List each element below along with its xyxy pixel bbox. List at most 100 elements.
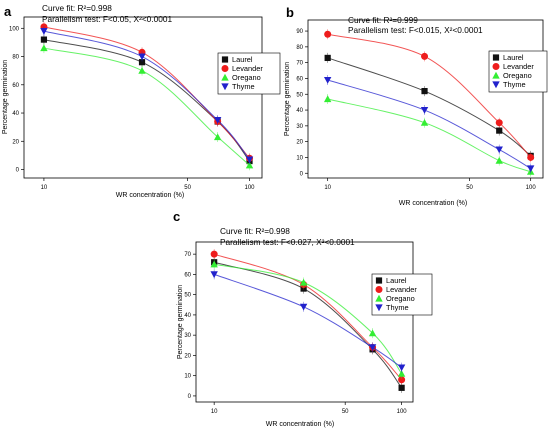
data-point xyxy=(245,161,254,169)
legend-marker xyxy=(492,81,500,89)
curve-fit-annotation: Curve fit: R²=0.998 xyxy=(42,3,112,13)
fit-curve xyxy=(327,33,532,158)
y-tick-label: 80 xyxy=(296,45,303,51)
legend-label: Levander xyxy=(232,64,263,73)
y-tick-label: 50 xyxy=(184,293,191,299)
y-tick-label: 40 xyxy=(12,111,19,117)
y-tick-label: 30 xyxy=(184,333,191,339)
data-point xyxy=(299,303,308,311)
x-tick-label: 10 xyxy=(324,185,331,191)
legend-marker xyxy=(375,286,383,293)
series-oregano xyxy=(210,259,406,379)
legend-marker xyxy=(221,65,229,72)
legend-label: Thyme xyxy=(386,303,409,312)
legend-label: Levander xyxy=(386,285,417,294)
x-tick-label: 100 xyxy=(245,185,256,191)
series-thyme xyxy=(210,269,406,373)
series-oregano xyxy=(40,43,254,171)
data-point xyxy=(324,54,331,62)
data-point xyxy=(421,88,428,95)
y-tick-label: 90 xyxy=(296,29,303,35)
legend-label: Thyme xyxy=(232,82,255,91)
legend-label: Oregano xyxy=(386,294,415,303)
data-point xyxy=(495,119,503,127)
data-point xyxy=(245,156,254,164)
data-point xyxy=(397,364,406,372)
parallelism-annotation: Parallelism test: F<0.05, X²<0.0001 xyxy=(42,14,172,24)
x-tick-label: 50 xyxy=(342,409,349,415)
data-point xyxy=(323,76,332,84)
data-point xyxy=(496,127,503,134)
y-tick-label: 0 xyxy=(188,394,192,400)
plot-frame xyxy=(23,16,263,179)
panel-letter: a xyxy=(4,4,12,19)
plot-frame xyxy=(307,19,544,179)
data-point xyxy=(495,156,503,164)
x-axis-title: WR concentration (%) xyxy=(266,421,334,428)
y-tick-label: 20 xyxy=(12,139,19,145)
fit-curve xyxy=(43,30,250,160)
y-tick-label: 10 xyxy=(296,155,303,161)
legend-label: Laurel xyxy=(232,55,253,64)
legend-marker xyxy=(492,63,500,70)
data-point xyxy=(210,250,218,258)
data-point xyxy=(323,95,332,103)
plot-frame xyxy=(195,241,414,403)
y-tick-label: 40 xyxy=(296,108,303,114)
curve-fit-annotation: Curve fit: R²=0.998 xyxy=(220,226,290,236)
y-tick-label: 60 xyxy=(184,272,191,278)
data-point xyxy=(213,133,222,141)
y-axis-title: Percentage germination xyxy=(284,62,291,136)
legend-label: Levander xyxy=(503,62,534,71)
fit-curve xyxy=(214,263,403,374)
y-tick-label: 70 xyxy=(184,252,191,258)
y-tick-label: 100 xyxy=(9,26,20,32)
data-point xyxy=(138,59,146,66)
data-point xyxy=(40,36,48,43)
data-point xyxy=(324,30,332,38)
series-levander xyxy=(210,249,406,385)
legend-marker xyxy=(221,56,229,63)
x-tick-label: 50 xyxy=(466,185,473,191)
data-point xyxy=(40,28,48,35)
data-point xyxy=(398,384,405,391)
data-point xyxy=(138,66,146,74)
y-tick-label: 0 xyxy=(300,171,304,177)
y-tick-label: 80 xyxy=(12,55,19,61)
fit-curve xyxy=(43,47,250,166)
y-tick-label: 0 xyxy=(16,168,20,174)
legend-marker xyxy=(221,83,229,91)
legend-marker xyxy=(221,73,229,81)
fit-curve xyxy=(327,79,531,169)
data-point xyxy=(368,329,377,337)
legend-marker xyxy=(492,54,500,61)
x-tick-label: 100 xyxy=(526,185,537,191)
y-tick-label: 60 xyxy=(296,76,303,82)
y-tick-label: 10 xyxy=(184,374,191,380)
series-oregano xyxy=(323,94,535,177)
legend-label: Oregano xyxy=(503,71,532,80)
legend-label: Laurel xyxy=(503,53,524,62)
series-levander xyxy=(324,29,535,163)
panel-letter: c xyxy=(173,209,180,224)
series-thyme xyxy=(323,75,535,174)
data-point xyxy=(397,369,406,377)
data-point xyxy=(420,106,429,114)
data-point xyxy=(495,146,503,154)
legend-label: Oregano xyxy=(232,73,261,82)
y-tick-label: 40 xyxy=(184,313,191,319)
y-axis-title: Percentage germination xyxy=(2,60,9,134)
legend-marker xyxy=(375,294,383,302)
y-axis-title: Percentage germination xyxy=(177,285,184,359)
data-point xyxy=(420,119,429,126)
y-tick-label: 60 xyxy=(12,83,19,89)
legend-marker xyxy=(375,304,383,312)
fit-curve xyxy=(214,261,403,389)
